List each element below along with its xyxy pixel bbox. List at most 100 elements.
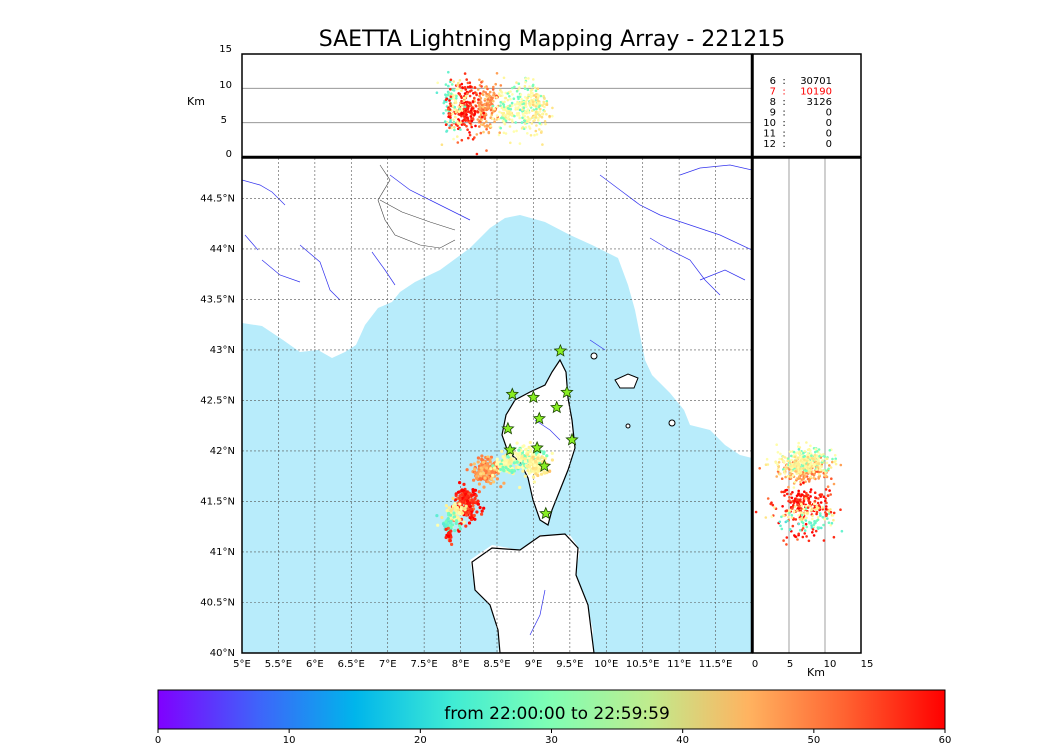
lightning-source (517, 448, 521, 452)
lightning-source (495, 457, 499, 461)
latitude-source (813, 491, 817, 495)
altitude-source (517, 97, 520, 101)
altitude-source (460, 138, 464, 142)
altitude-source (468, 94, 472, 98)
latitude-source (833, 460, 836, 464)
latitude-source (775, 443, 778, 447)
lightning-source (486, 457, 490, 461)
altitude-source (445, 129, 449, 133)
latitude-source (814, 447, 817, 451)
latitude-source (810, 507, 814, 510)
altitude-source (477, 98, 480, 101)
altitude-source (469, 115, 473, 118)
altitude-source (458, 92, 462, 96)
latitude-source (797, 492, 800, 496)
latitude-source (829, 493, 832, 496)
altitude-source (479, 120, 482, 124)
altitude-source (511, 120, 514, 123)
lightning-source (501, 465, 505, 469)
altitude-source (473, 136, 476, 139)
map-lon-tick: 5.5°E (265, 659, 292, 670)
altitude-source (490, 102, 493, 106)
lightning-source (525, 464, 529, 468)
lightning-source (473, 517, 477, 521)
lightning-source (548, 469, 552, 473)
altitude-source (465, 78, 469, 81)
altitude-source (494, 82, 498, 86)
altitude-source (533, 133, 536, 137)
altitude-source (541, 143, 544, 146)
altitude-source (535, 93, 538, 96)
latitude-source (807, 480, 811, 483)
latitude-source (806, 455, 810, 459)
map-lat-tick: 44°N (210, 244, 235, 255)
latitude-source (808, 504, 811, 508)
lightning-source (472, 462, 476, 466)
lightning-source (508, 453, 513, 457)
altitude-source (449, 95, 453, 98)
latitude-source (814, 456, 817, 459)
latitude-source (792, 463, 796, 466)
lightning-source (518, 463, 522, 467)
lightning-source (515, 441, 519, 445)
lightning-source (506, 454, 510, 458)
lightning-source (467, 521, 472, 525)
latitude-source (826, 517, 829, 520)
map-lon-tick: 8.5°E (483, 659, 510, 670)
stat-separator: : (782, 108, 785, 119)
altitude-source (487, 130, 491, 134)
altitude-source (508, 118, 511, 121)
altitude-source (551, 114, 554, 118)
latitude-source (803, 490, 806, 494)
lightning-source (521, 445, 525, 449)
latitude-source (777, 461, 781, 464)
map-lat-tick: 42°N (210, 446, 235, 457)
lightning-source (489, 481, 493, 485)
latitude-source (801, 535, 805, 539)
altitude-source (488, 90, 492, 94)
latitude-source (828, 489, 831, 492)
latitude-source (798, 450, 801, 453)
latitude-source (809, 467, 813, 470)
latitude-source (793, 460, 796, 463)
lightning-source (504, 465, 508, 470)
map-lat-tick: 43°N (210, 345, 235, 356)
altitude-source (444, 109, 448, 112)
latitude-source (797, 441, 800, 445)
lightning-source (481, 460, 486, 464)
altitude-source (483, 106, 487, 110)
station-star-marker (565, 432, 579, 446)
altitude-source (502, 117, 505, 120)
altitude-source (499, 126, 503, 130)
latitude-source (809, 495, 812, 498)
colorbar-tick-label: 30 (545, 735, 558, 746)
latitude-source (808, 460, 811, 464)
altitude-source (496, 105, 499, 108)
stat-label: 11 (763, 129, 776, 140)
altitude-source (479, 131, 483, 135)
latitude-source (825, 461, 829, 465)
latitude-source (794, 470, 797, 473)
latitude-source (824, 488, 828, 491)
latitude-source (782, 514, 785, 517)
lightning-source (480, 454, 484, 458)
altitude-source (543, 110, 546, 113)
latitude-source (782, 460, 786, 463)
altitude-source (544, 122, 547, 126)
lightning-source (545, 471, 549, 475)
altitude-source (483, 117, 487, 120)
lightning-source (457, 510, 461, 515)
lightning-source (523, 459, 527, 463)
latitude-source (788, 511, 791, 515)
lightning-source (456, 490, 460, 494)
latitude-source (839, 463, 843, 467)
latitude-source (798, 528, 802, 532)
latitude-source (814, 450, 817, 454)
lightning-source (510, 470, 514, 474)
lightning-source (479, 472, 483, 476)
altitude-source (499, 84, 503, 87)
latitude-source (824, 497, 827, 500)
lightning-source (517, 465, 521, 469)
altitude-source (523, 119, 527, 123)
